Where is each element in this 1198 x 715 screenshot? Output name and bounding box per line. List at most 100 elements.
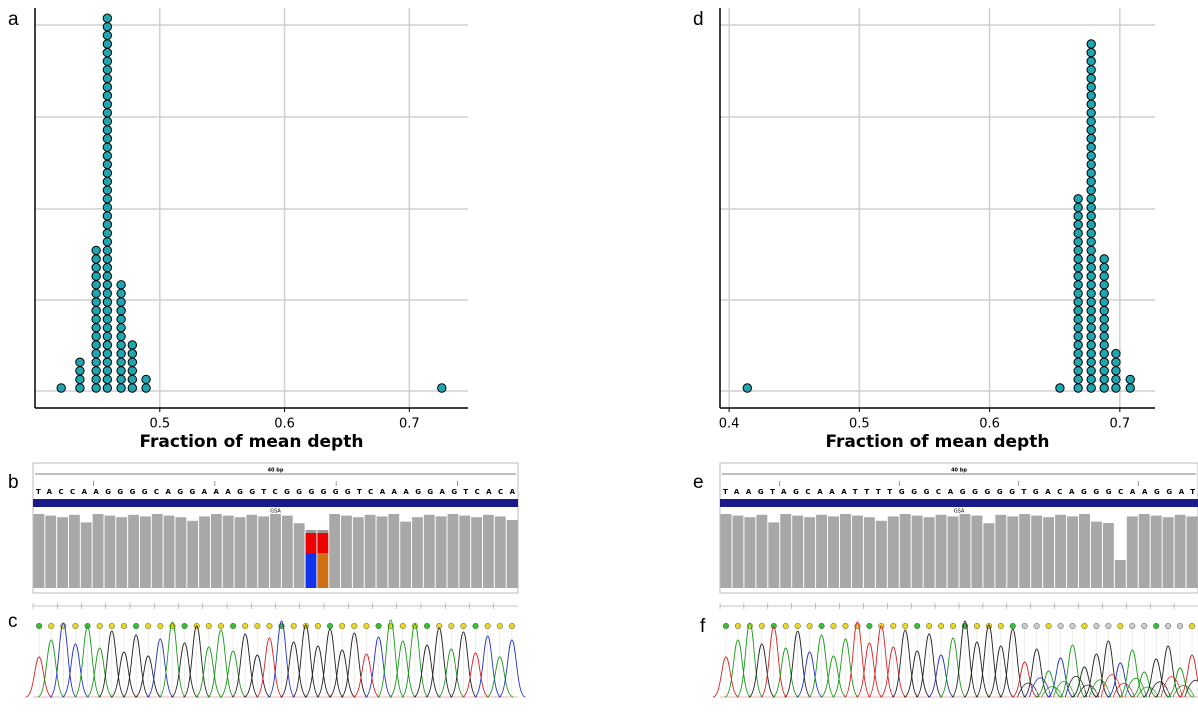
dot <box>1100 263 1108 271</box>
dot <box>1100 281 1108 289</box>
dot <box>1100 289 1108 297</box>
dot <box>103 298 111 306</box>
dot <box>1087 40 1095 48</box>
coverage-bar <box>329 514 340 588</box>
dot <box>1074 384 1082 392</box>
coverage-bar <box>495 516 506 588</box>
coverage-bar <box>828 516 839 588</box>
quality-dot <box>509 623 515 629</box>
dot <box>1100 272 1108 280</box>
quality-dot <box>1141 623 1147 629</box>
track-label: GSA <box>954 509 965 515</box>
quality-dot <box>339 623 345 629</box>
dot <box>1087 272 1095 280</box>
coverage-bar <box>1139 514 1150 588</box>
coverage-bar <box>1187 516 1198 588</box>
coverage-bar <box>116 517 127 588</box>
dot <box>117 341 125 349</box>
dot <box>103 195 111 203</box>
dot <box>1074 220 1082 228</box>
dot <box>1087 195 1095 203</box>
coverage-bar <box>69 515 80 588</box>
coverage-bar <box>211 514 222 588</box>
coverage-bar <box>1151 516 1162 588</box>
quality-dot <box>831 623 837 629</box>
coverage-bar <box>732 516 743 588</box>
quality-dot <box>291 623 297 629</box>
dot <box>57 384 65 392</box>
quality-dot <box>1010 623 1016 629</box>
dot <box>1112 367 1120 375</box>
coverage-bar <box>1115 560 1126 588</box>
dot <box>1074 263 1082 271</box>
dot <box>1074 315 1082 323</box>
coverage-bar <box>744 517 755 588</box>
coverage-bar <box>199 516 210 588</box>
dot <box>117 358 125 366</box>
dot <box>1112 384 1120 392</box>
dot <box>103 367 111 375</box>
coverage-bar <box>223 516 234 588</box>
quality-dot <box>376 623 382 629</box>
quality-dot <box>497 623 503 629</box>
dot <box>1087 83 1095 91</box>
dot <box>103 74 111 82</box>
dot <box>1087 152 1095 160</box>
dot <box>117 384 125 392</box>
dot <box>103 384 111 392</box>
quality-dot <box>735 623 741 629</box>
dot <box>1100 375 1108 383</box>
dot <box>103 212 111 220</box>
dot <box>92 349 100 357</box>
coverage-bar <box>995 515 1006 588</box>
dot <box>76 375 84 383</box>
quality-dot <box>461 623 467 629</box>
coverage-bar <box>924 517 935 588</box>
quality-dot <box>48 623 54 629</box>
coverage-bar <box>258 516 269 588</box>
panel-label: a <box>8 9 19 30</box>
dot <box>1087 281 1095 289</box>
coverage-bar <box>948 516 959 588</box>
dot <box>92 289 100 297</box>
dot <box>103 263 111 271</box>
quality-dot <box>1129 623 1135 629</box>
coverage-bar <box>459 516 470 588</box>
trace-peak <box>1179 655 1198 697</box>
dot <box>1087 48 1095 56</box>
dot <box>117 332 125 340</box>
quality-dot <box>795 623 801 629</box>
dot <box>103 289 111 297</box>
coverage-bar <box>353 517 364 588</box>
coverage-bar <box>235 517 246 588</box>
coverage-bar <box>804 517 815 588</box>
quality-dot <box>473 623 479 629</box>
quality-dot <box>73 623 79 629</box>
quality-dot <box>364 623 370 629</box>
dot <box>1056 384 1064 392</box>
dot <box>1087 57 1095 65</box>
coverage-bar <box>1091 522 1102 588</box>
coverage-bar <box>436 516 447 588</box>
dot <box>117 349 125 357</box>
dot <box>92 375 100 383</box>
dot <box>1074 289 1082 297</box>
quality-dot <box>986 623 992 629</box>
dot <box>103 306 111 314</box>
dot <box>1074 255 1082 263</box>
dot <box>1087 263 1095 271</box>
dot <box>117 324 125 332</box>
dot <box>1074 375 1082 383</box>
scale-label: 40 bp <box>951 468 967 474</box>
quality-dot <box>843 623 849 629</box>
allele-bar <box>306 553 317 588</box>
quality-dot <box>242 623 248 629</box>
dot <box>103 152 111 160</box>
x-axis-label: Fraction of mean depth <box>826 432 1050 452</box>
dot <box>92 263 100 271</box>
dot <box>1100 332 1108 340</box>
dot <box>1087 134 1095 142</box>
dot <box>1100 255 1108 263</box>
dot <box>103 358 111 366</box>
coverage-bar <box>840 514 851 588</box>
